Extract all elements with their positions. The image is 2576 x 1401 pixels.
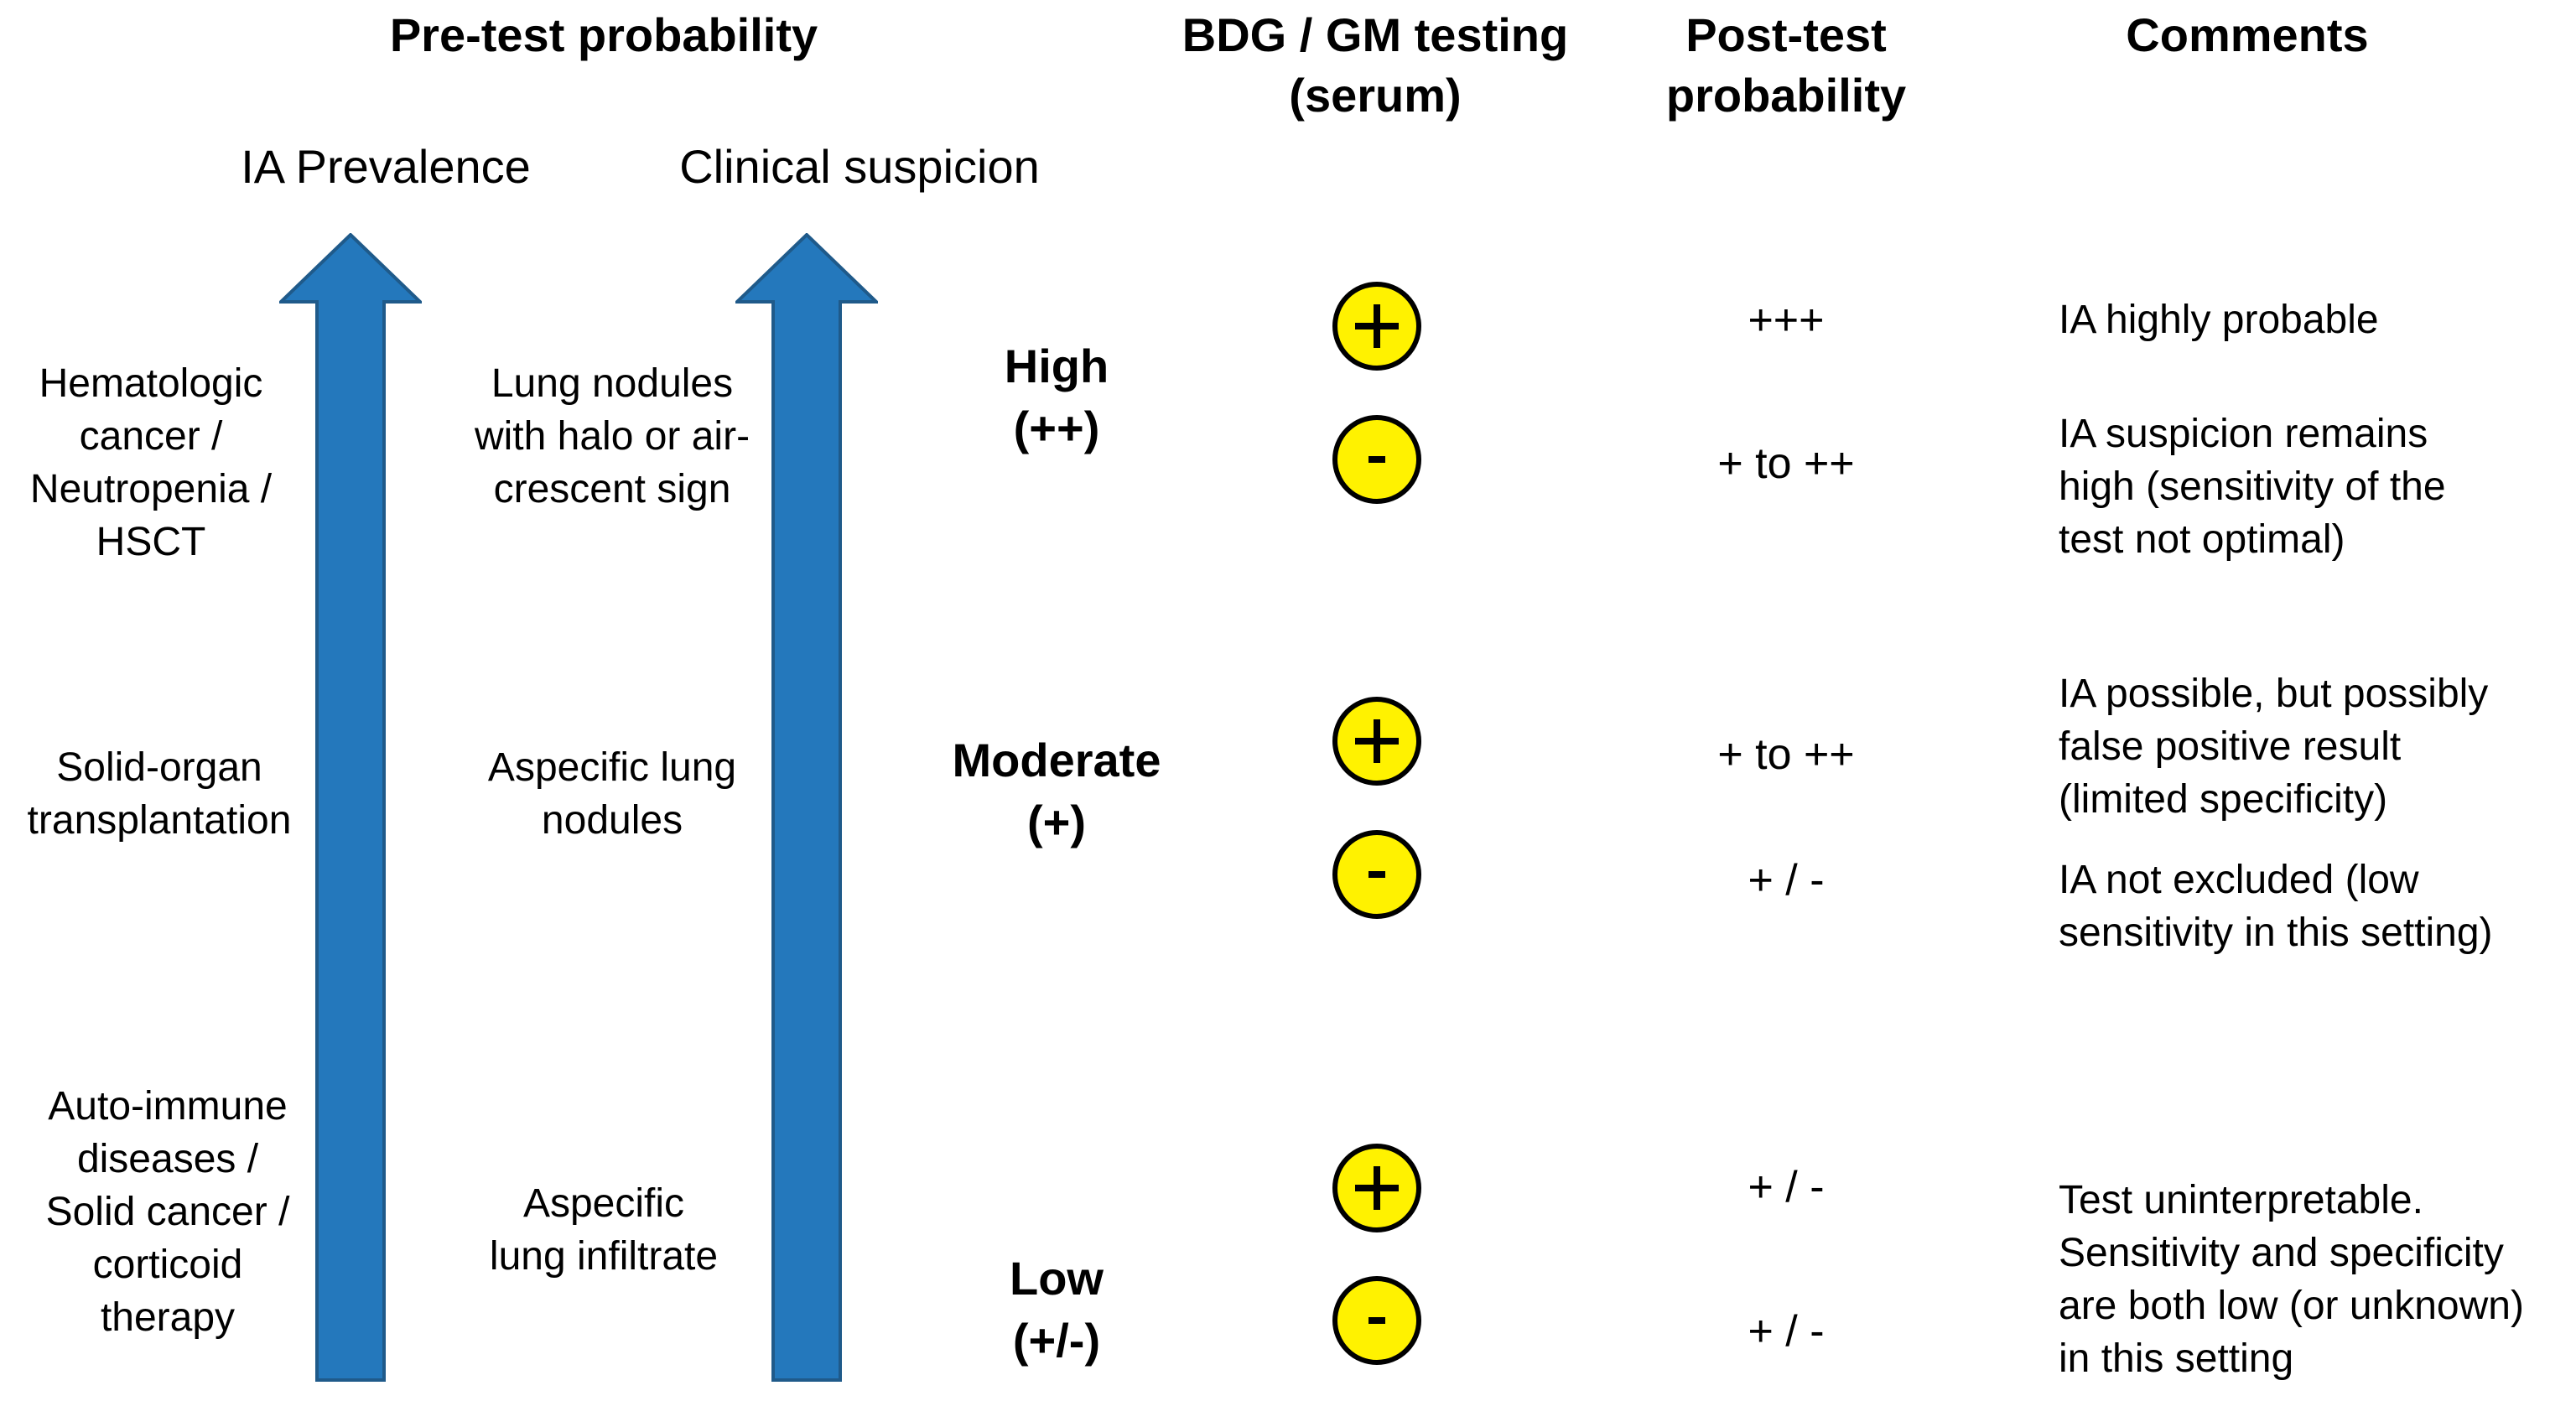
header-pretest: Pre-test probability <box>389 8 818 61</box>
header-comments: Comments <box>2126 8 2369 61</box>
suspicion-up-arrow-icon <box>735 233 878 1382</box>
header-posttest: Post-test probability <box>1665 8 1907 122</box>
minus-circle-icon <box>1331 413 1423 506</box>
plus-circle-icon <box>1331 280 1423 372</box>
prevalence-hematologic: Hematologic cancer / Neutropenia / HSCT <box>29 361 273 564</box>
level-moderate: Moderate (+) <box>952 734 1161 848</box>
subheader-prevalence: IA Prevalence <box>241 140 531 193</box>
posttest-result: + / - <box>1748 1163 1825 1212</box>
posttest-result: + to ++ <box>1717 439 1855 488</box>
prevalence-auto-immune: Auto-immune diseases / Solid cancer / co… <box>45 1084 290 1340</box>
header-testing: BDG / GM testing (serum) <box>1182 8 1569 122</box>
posttest-result: +++ <box>1748 296 1825 345</box>
suspicion-aspecific-nodules: Aspecific lung nodules <box>487 745 737 843</box>
posttest-result: + / - <box>1748 1307 1825 1356</box>
plus-circle-icon <box>1331 1142 1423 1234</box>
minus-circle-icon <box>1331 828 1423 921</box>
comment-high-positive: IA highly probable <box>2059 298 2379 342</box>
comment-low: Test uninterpretable. Sensitivity and sp… <box>2059 1178 2524 1381</box>
minus-circle-icon <box>1331 1274 1423 1367</box>
comment-moderate-positive: IA possible, but possibly false positive… <box>2059 672 2489 822</box>
suspicion-lung-nodules-halo: Lung nodules with halo or air- crescent … <box>474 361 750 511</box>
comment-high-negative: IA suspicion remains high (sensitivity o… <box>2059 412 2446 562</box>
comment-moderate-negative: IA not excluded (low sensitivity in this… <box>2059 858 2493 955</box>
plus-circle-icon <box>1331 695 1423 787</box>
prevalence-up-arrow-icon <box>279 233 422 1382</box>
subheader-suspicion: Clinical suspicion <box>679 140 1040 193</box>
posttest-result: + to ++ <box>1717 730 1855 779</box>
prevalence-solid-organ: Solid-organ transplantation <box>27 745 292 843</box>
suspicion-aspecific-infiltrate: Aspecific lung infiltrate <box>489 1181 719 1279</box>
level-low: Low (+/-) <box>1010 1252 1104 1367</box>
level-high: High (++) <box>1004 340 1109 454</box>
posttest-result: + / - <box>1748 856 1825 905</box>
